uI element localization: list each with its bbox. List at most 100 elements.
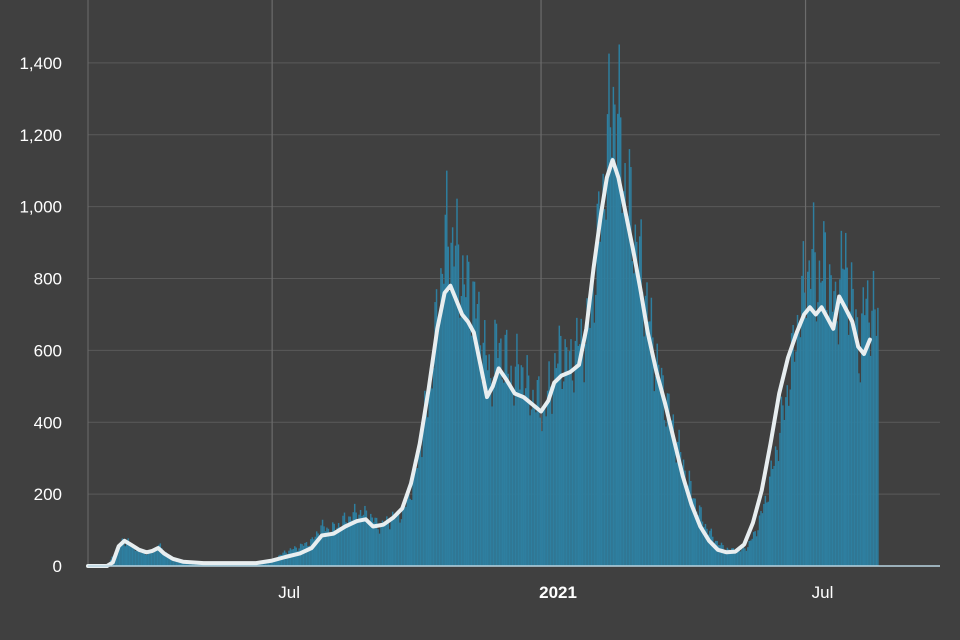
daily-bar [156, 547, 159, 566]
daily-bar [318, 535, 321, 566]
daily-bar [858, 373, 860, 566]
daily-bar [415, 468, 417, 566]
daily-bar [469, 330, 471, 566]
x-tick-label: Jul [278, 583, 300, 602]
daily-bar [488, 354, 490, 566]
daily-bar [726, 547, 729, 566]
daily-bar [405, 506, 407, 566]
daily-bar [143, 552, 145, 566]
daily-bar [697, 515, 699, 566]
daily-bar [505, 329, 508, 566]
daily-bar [386, 516, 388, 566]
daily-bar [497, 358, 499, 566]
daily-bar [865, 298, 867, 566]
daily-bar [725, 549, 727, 566]
daily-bar [849, 311, 851, 566]
daily-bar [603, 209, 606, 567]
daily-bar [818, 260, 821, 566]
daily-bar [459, 317, 461, 566]
daily-bar [874, 309, 876, 566]
daily-bar [486, 370, 489, 566]
daily-bar [462, 255, 464, 566]
daily-bar [305, 542, 308, 566]
daily-bar [184, 562, 186, 566]
daily-bar [701, 521, 704, 566]
daily-bar [666, 393, 669, 566]
daily-bar [516, 333, 518, 566]
daily-bar [117, 545, 119, 566]
daily-bar [155, 547, 157, 566]
daily-bar [285, 552, 287, 566]
daily-bar [847, 334, 850, 566]
daily-bar [662, 375, 664, 566]
daily-bar [713, 542, 715, 566]
daily-bar [584, 344, 587, 566]
y-tick-label: 800 [34, 270, 62, 289]
daily-bar [140, 553, 143, 566]
daily-bar [307, 546, 309, 566]
daily-bar [783, 419, 786, 566]
daily-bar [514, 366, 517, 566]
daily-bar [182, 562, 185, 566]
daily-bar [739, 551, 742, 566]
daily-bar [166, 555, 169, 566]
daily-bar [831, 311, 834, 566]
daily-bar [589, 327, 591, 566]
daily-bar [621, 212, 623, 567]
daily-bar [370, 513, 372, 566]
daily-bar [687, 485, 689, 566]
y-tick-label: 400 [34, 413, 62, 432]
daily-bar [523, 398, 525, 566]
daily-bar [367, 523, 369, 566]
daily-bar [418, 447, 420, 566]
daily-bar [536, 380, 539, 566]
daily-bar [764, 495, 767, 566]
daily-bar [674, 442, 676, 566]
daily-bar [427, 417, 429, 566]
daily-bar [808, 260, 810, 566]
daily-bar [152, 552, 154, 566]
y-tick-label: 600 [34, 341, 62, 360]
daily-bar [735, 553, 737, 566]
daily-bar [564, 339, 566, 566]
daily-bar [121, 538, 124, 566]
daily-bar [317, 533, 319, 566]
daily-bar [856, 317, 859, 566]
daily-bar [428, 393, 430, 566]
daily-bar [736, 550, 739, 566]
daily-bar [275, 558, 277, 566]
daily-bar [817, 302, 819, 566]
daily-bar [501, 379, 504, 566]
daily-bar [535, 412, 537, 566]
daily-bar [850, 262, 853, 566]
daily-bar [875, 335, 878, 566]
daily-bar [675, 462, 677, 566]
daily-bar [380, 524, 382, 566]
daily-bar [845, 232, 847, 566]
daily-bar [466, 255, 468, 566]
daily-bar [374, 517, 376, 566]
daily-bar [526, 355, 528, 566]
daily-bar [609, 127, 612, 566]
daily-bar [511, 388, 514, 566]
daily-bar [729, 550, 732, 566]
daily-bar [660, 367, 663, 566]
daily-bar [175, 558, 178, 566]
daily-bar [820, 282, 822, 566]
daily-bar [314, 536, 316, 566]
daily-bar [593, 322, 596, 566]
daily-bar [280, 554, 283, 566]
daily-bar [650, 297, 653, 566]
daily-bar [605, 219, 607, 566]
daily-bar [750, 540, 752, 566]
daily-bar [877, 307, 879, 566]
daily-bar [288, 550, 290, 566]
daily-bar [732, 548, 734, 566]
daily-bar [638, 236, 641, 566]
daily-bar [871, 310, 873, 566]
daily-bar [291, 549, 293, 566]
daily-bar [451, 227, 454, 566]
daily-bar [717, 545, 720, 566]
daily-bar [410, 500, 413, 566]
daily-bar [298, 548, 300, 566]
